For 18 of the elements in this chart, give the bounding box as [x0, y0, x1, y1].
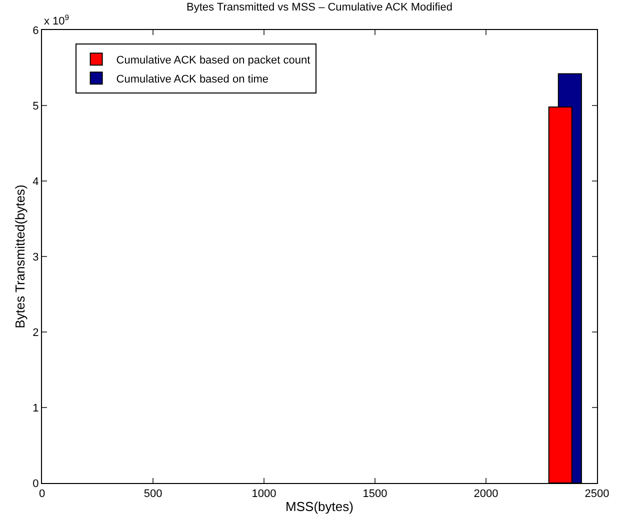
x-tick-label: 500: [144, 488, 162, 500]
y-tick-label: 4: [32, 176, 39, 188]
x-tick-label: 2000: [474, 488, 498, 500]
y-tick-label: 1: [32, 402, 39, 414]
x-tick-label: 1000: [252, 488, 276, 500]
y-tick-label: 5: [32, 100, 39, 112]
y-tick-label: 3: [32, 251, 39, 264]
legend-label: Cumulative ACK based on packet count: [116, 54, 310, 66]
y-tick-label: 2: [32, 326, 39, 339]
x-axis-title: MSS(bytes): [286, 498, 354, 514]
y-tick-label: 6: [32, 24, 39, 37]
text: x 10$^{9}$: [44, 13, 70, 28]
y-axis-title: Bytes Transmitted(bytes): [12, 184, 28, 328]
x-tick-label: 2500: [584, 488, 610, 500]
chart-title: Bytes Transmitted vs MSS – Cumulative ACK Modified: [186, 1, 452, 14]
y-tick-label: 0: [32, 478, 39, 490]
x-tick-label: 1500: [362, 488, 388, 500]
legend-label: Cumulative ACK based on time: [116, 73, 269, 86]
